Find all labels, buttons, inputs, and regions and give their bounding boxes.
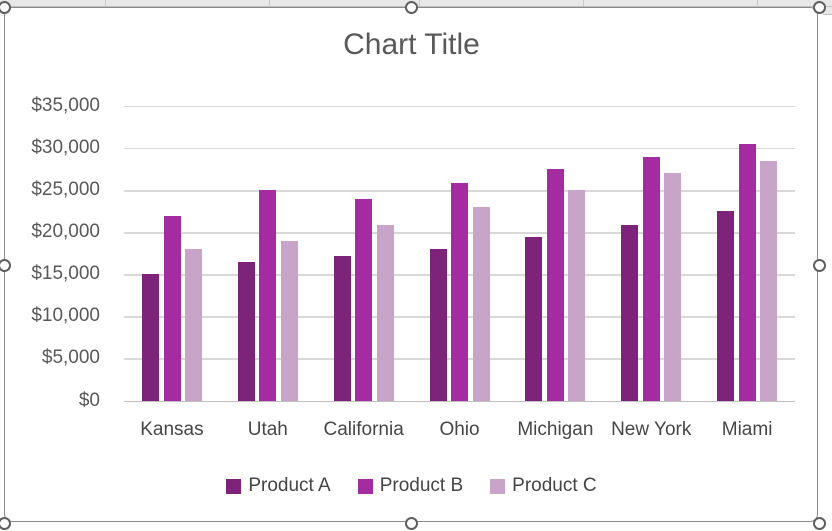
selection-handle-top-left[interactable] <box>0 0 11 14</box>
spreadsheet-column-line <box>583 0 584 6</box>
chart-legend: Product A Product B Product C <box>4 475 819 497</box>
bar-product-a-utah[interactable] <box>237 261 255 402</box>
bar-product-c-kansas[interactable] <box>185 249 202 402</box>
y-tick-label: $30,000 <box>31 137 100 159</box>
legend-swatch-icon <box>490 478 506 494</box>
chart-title[interactable]: Chart Title <box>343 28 480 61</box>
category-label-michigan: Michigan <box>517 419 594 440</box>
chart-area[interactable] <box>4 7 818 522</box>
selection-handle-top-center[interactable] <box>404 0 418 14</box>
bar-product-b-new-york[interactable] <box>642 157 660 402</box>
bar-product-c-michigan[interactable] <box>568 190 586 402</box>
category-label-ohio: Ohio <box>439 419 480 440</box>
category-label-california: California <box>323 419 404 440</box>
spreadsheet-column-line <box>105 0 106 6</box>
bar-product-a-new-york[interactable] <box>621 224 639 402</box>
legend-label: Product A <box>248 475 331 496</box>
bar-product-a-miami[interactable] <box>717 211 735 402</box>
category-label-miami: Miami <box>721 419 773 440</box>
y-tick-label: $25,000 <box>31 179 100 201</box>
legend-swatch-icon <box>226 478 242 494</box>
bar-product-b-ohio[interactable] <box>451 182 469 402</box>
category-label-new-york: New York <box>611 419 692 440</box>
selection-handle-middle-left[interactable] <box>0 258 11 272</box>
legend-label: Product C <box>512 475 597 496</box>
y-tick-label: $35,000 <box>31 95 100 116</box>
selection-handle-bottom-center[interactable] <box>404 516 418 530</box>
bar-product-c-new-york[interactable] <box>664 173 682 402</box>
bar-product-a-michigan[interactable] <box>525 237 543 402</box>
y-tick-label: $15,000 <box>31 263 100 285</box>
legend-item-product-a[interactable]: Product A <box>226 475 331 497</box>
bar-product-b-utah[interactable] <box>259 190 277 402</box>
gridline <box>124 148 795 150</box>
category-label-kansas: Kansas <box>140 419 204 440</box>
spreadsheet-column-line <box>757 0 758 6</box>
bar-product-a-ohio[interactable] <box>429 249 447 402</box>
bar-product-b-miami[interactable] <box>738 143 756 402</box>
spreadsheet-column-line <box>419 0 420 6</box>
y-tick-label: $10,000 <box>31 305 100 327</box>
bar-product-b-california[interactable] <box>355 198 373 402</box>
spreadsheet-corner-cell <box>823 7 832 15</box>
selection-handle-bottom-left[interactable] <box>0 516 11 530</box>
bar-product-a-california[interactable] <box>333 255 351 402</box>
selection-handle-middle-right[interactable] <box>812 258 826 272</box>
selection-handle-top-right[interactable] <box>812 0 826 14</box>
bar-product-b-kansas[interactable] <box>163 216 181 402</box>
bar-product-c-california[interactable] <box>376 224 394 402</box>
bar-product-c-utah[interactable] <box>280 241 298 402</box>
y-tick-label: $0 <box>78 389 100 411</box>
legend-swatch-icon <box>357 478 373 494</box>
selection-handle-bottom-right[interactable] <box>812 516 826 530</box>
bar-product-c-miami[interactable] <box>760 160 778 402</box>
category-label-utah: Utah <box>247 419 288 440</box>
legend-item-product-c[interactable]: Product C <box>490 475 597 497</box>
bar-product-a-kansas[interactable] <box>142 274 159 402</box>
spreadsheet-column-line <box>269 0 270 6</box>
gridline <box>124 106 795 108</box>
bar-product-b-michigan[interactable] <box>546 169 564 402</box>
legend-item-product-b[interactable]: Product B <box>357 475 464 497</box>
y-tick-label: $20,000 <box>31 221 100 243</box>
y-tick-label: $5,000 <box>41 347 100 369</box>
bar-product-c-ohio[interactable] <box>472 206 490 402</box>
legend-label: Product B <box>379 475 464 496</box>
